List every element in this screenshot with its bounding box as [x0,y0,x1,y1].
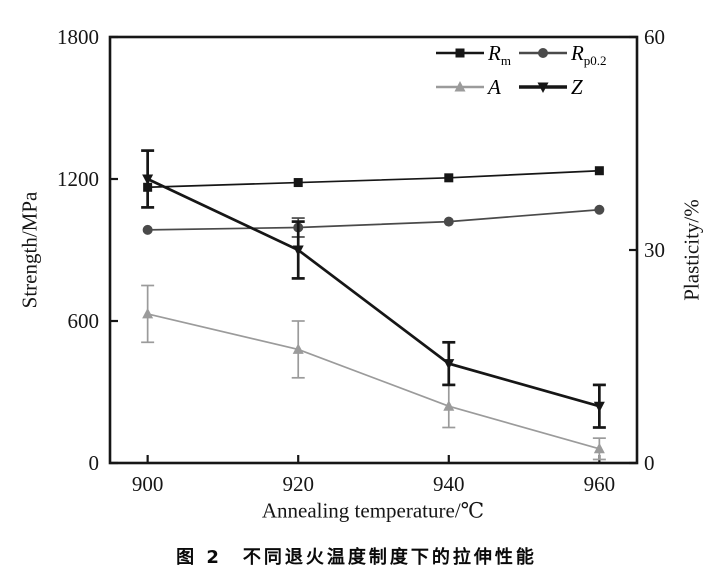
marker-triangle-up [292,343,304,354]
marker-triangle-up [443,400,455,411]
series-line [147,169,600,189]
figure-caption: 图 2 不同退火温度制度下的拉伸性能 [176,547,537,568]
chart-legend: Rm Rp0.2 A Z [436,40,607,100]
x-axis-label: Annealing temperature/℃ [261,498,485,523]
series-Z [141,149,606,429]
axis-tick-labels: 0 600 1200 1800 0 30 60 900 920 940 960 [57,25,665,496]
right-tick-label: 60 [644,25,665,49]
series-line [147,313,600,450]
y-axis-label-left: Strength/MPa [17,191,42,309]
marker-triangle-down [593,401,605,413]
marker-square [594,166,604,176]
left-tick-label: 0 [89,451,100,475]
marker-triangle-up [142,307,154,319]
legend-marker-Rp0.2-icon [518,48,567,58]
left-tick-label: 1800 [57,25,99,49]
axis-ticks [110,35,637,465]
marker-triangle-down [443,359,455,370]
marker-triangle-up [593,442,605,454]
bottom-tick-label: 960 [584,472,616,496]
legend-label-A: A [488,74,501,99]
marker-circle [443,216,454,227]
marker-triangle-down [142,174,154,185]
marker-circle [537,48,548,58]
legend-label-Rp0.2: Rp0.2 [570,40,607,68]
series-line [147,177,600,408]
marker-square [455,48,465,58]
legend-label-Rm: Rm [488,40,511,68]
left-tick-label: 1200 [57,167,99,191]
legend-marker-Rm-icon [436,48,484,58]
marker-circle [142,224,153,235]
bottom-tick-label: 900 [132,472,164,496]
legend-marker-Z-icon [518,82,567,93]
legend-item-Rm: Rm [436,40,511,68]
right-tick-label: 30 [644,238,665,262]
marker-circle [594,204,605,215]
left-tick-label: 600 [68,309,100,333]
marker-triangle-up [454,81,466,92]
series-A [141,284,606,461]
bottom-tick-label: 920 [282,472,314,496]
bottom-tick-label: 940 [433,472,465,496]
series-line [147,208,600,231]
legend-item-Rp0.2: Rp0.2 [518,40,607,68]
y-axis-label-right: Plasticity/% [679,199,704,301]
marker-triangle-down [537,82,549,93]
legend-item-A: A [436,74,501,100]
legend-marker-A-icon [436,81,484,92]
line-chart: 0 600 1200 1800 0 30 60 900 920 940 960 [57,25,665,496]
series-Rm [143,166,604,192]
marker-triangle-down [292,245,304,256]
marker-square [293,178,303,188]
legend-label-Z: Z [570,74,583,99]
legend-item-Z: Z [518,74,583,100]
plot-frame [108,35,639,465]
marker-square [444,173,454,183]
right-tick-label: 0 [644,451,655,475]
